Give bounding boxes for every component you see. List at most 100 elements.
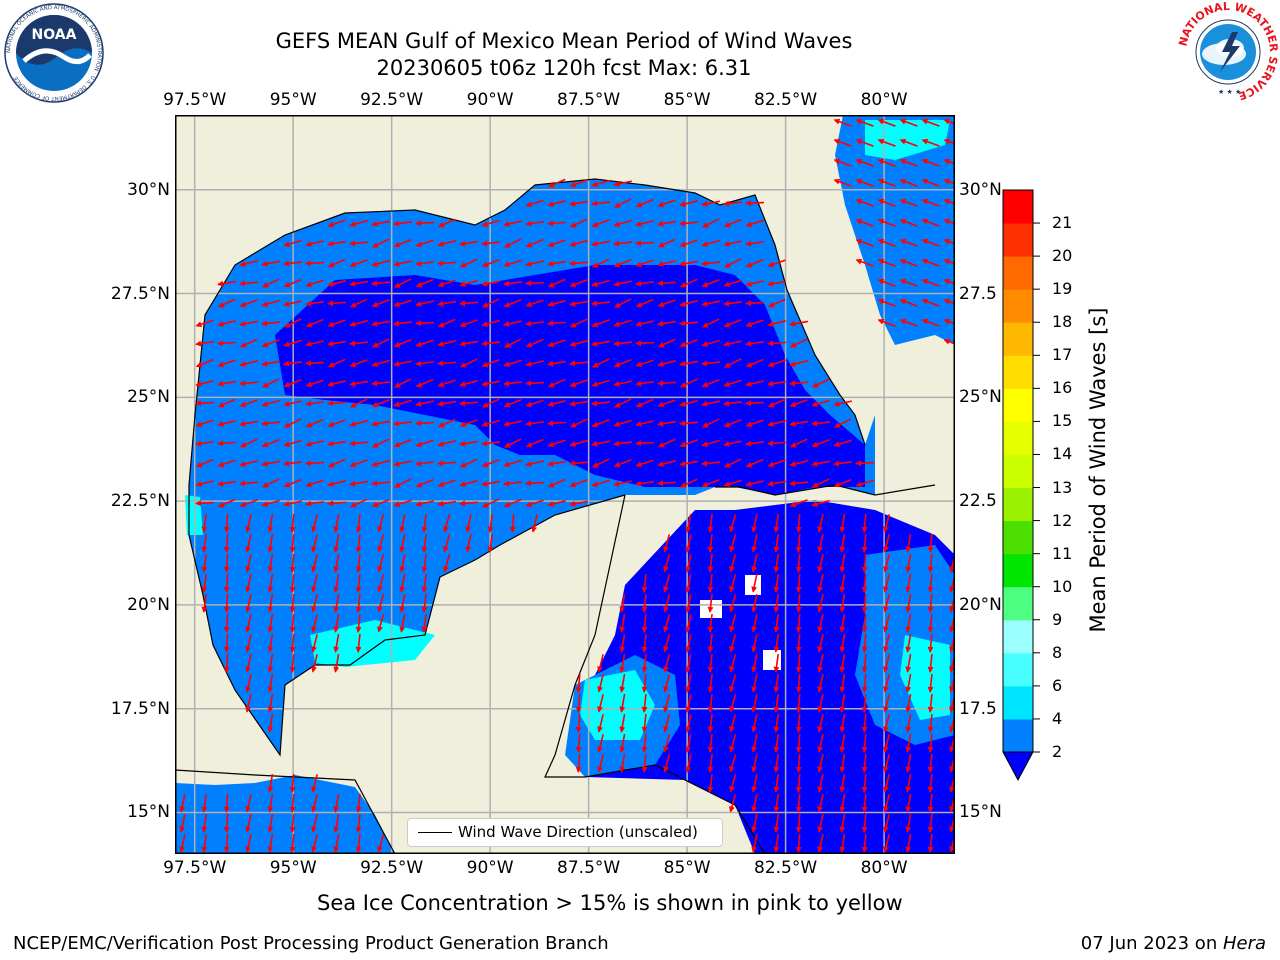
wind-arrow (459, 400, 479, 407)
wind-arrow (311, 814, 318, 833)
wind-arrow (943, 138, 955, 145)
wind-arrow (305, 440, 324, 447)
wind-arrow (283, 500, 302, 507)
wind-arrow (289, 533, 296, 553)
wind-arrow (482, 398, 500, 408)
lon-label-top: 90°W (466, 90, 514, 110)
wind-arrow (289, 633, 296, 653)
lon-label-bottom: 82.5°W (754, 858, 818, 878)
wind-arrow (371, 380, 391, 387)
wind-arrow (685, 714, 692, 733)
wind-arrow (569, 418, 588, 428)
wind-arrow (349, 280, 369, 287)
wind-arrow (195, 380, 214, 387)
wind-arrow (267, 773, 274, 793)
wind-arrow (839, 573, 846, 593)
wind-arrow (745, 240, 765, 247)
wind-arrow (745, 380, 764, 387)
wind-arrow (421, 613, 428, 633)
wind-arrow (817, 594, 824, 613)
wind-arrow (355, 793, 362, 813)
wind-arrow (547, 220, 567, 227)
wind-arrow (547, 239, 566, 248)
lat-label-right: 30°N (959, 179, 1002, 200)
lon-label-top: 85°W (663, 90, 711, 110)
wind-arrow (415, 320, 435, 327)
lat-label-right: 20°N (959, 594, 1002, 615)
wind-arrow (833, 400, 852, 407)
wind-arrow (905, 553, 912, 573)
wind-arrow (217, 359, 236, 368)
wind-arrow (547, 460, 567, 467)
wind-arrow (399, 514, 406, 533)
wind-arrow (327, 280, 346, 287)
wind-arrow (547, 200, 566, 207)
wind-arrow (377, 834, 385, 853)
wind-arrow (569, 439, 588, 447)
wind-arrow (393, 438, 412, 448)
wind-arrow (217, 398, 236, 408)
wind-arrow (569, 260, 589, 267)
wind-arrow (817, 514, 824, 533)
wind-arrow (767, 359, 786, 368)
wind-arrow (877, 158, 896, 167)
wind-arrow (635, 320, 654, 327)
wind-arrow (641, 673, 648, 693)
wind-arrow (437, 440, 456, 447)
wind-arrow (377, 514, 385, 533)
wind-arrow (421, 573, 428, 593)
wind-arrow (591, 419, 610, 428)
wind-arrow (707, 613, 714, 633)
wind-arrow (569, 200, 589, 207)
wind-arrow (327, 380, 346, 387)
wind-arrow (223, 633, 230, 653)
wind-arrow (437, 300, 457, 307)
wind-arrow (459, 340, 479, 347)
wind-arrow (349, 219, 368, 227)
wind-arrow (267, 673, 274, 693)
wind-arrow (525, 280, 545, 287)
wind-arrow (415, 478, 434, 488)
colorbar-band (1003, 223, 1033, 257)
wind-arrow (635, 240, 655, 247)
wind-arrow (833, 118, 852, 127)
wind-arrow (635, 420, 654, 427)
colorbar-band (1003, 520, 1033, 555)
wind-arrow (883, 554, 890, 573)
wind-arrow (767, 340, 787, 347)
wind-arrow (372, 238, 390, 248)
footer-date: 07 Jun 2023 on Hera (1081, 933, 1266, 955)
footer-date-text: 07 Jun 2023 on (1080, 933, 1223, 954)
wind-arrow (729, 534, 737, 553)
wind-arrow (795, 673, 802, 693)
wind-arrow (283, 360, 303, 367)
wind-arrow (311, 534, 318, 553)
wind-arrow (481, 319, 500, 327)
wind-arrow (305, 400, 325, 407)
wind-arrow (767, 420, 786, 427)
wind-arrow (223, 833, 230, 853)
wind-arrow (861, 593, 868, 613)
wind-arrow (883, 734, 890, 753)
wind-arrow (355, 833, 362, 853)
wind-arrow (245, 554, 252, 573)
wind-arrow (283, 239, 302, 248)
wind-arrow (267, 593, 274, 613)
wind-arrow (861, 653, 868, 673)
wind-arrow (723, 400, 743, 407)
wind-arrow (239, 420, 259, 427)
wind-arrow (685, 554, 692, 573)
wind-arrow (723, 340, 742, 347)
wind-arrow (262, 478, 280, 488)
wind-arrow (707, 673, 714, 693)
wind-arrow (415, 260, 435, 267)
wind-arrow (943, 298, 955, 305)
wind-arrow (701, 460, 721, 467)
wind-arrow (883, 814, 890, 833)
wind-arrow (503, 320, 522, 327)
wind-arrow (707, 753, 714, 773)
wind-arrow (685, 694, 692, 713)
wind-arrow (597, 674, 604, 693)
wind-arrow (701, 400, 720, 407)
wind-arrow (619, 673, 626, 693)
